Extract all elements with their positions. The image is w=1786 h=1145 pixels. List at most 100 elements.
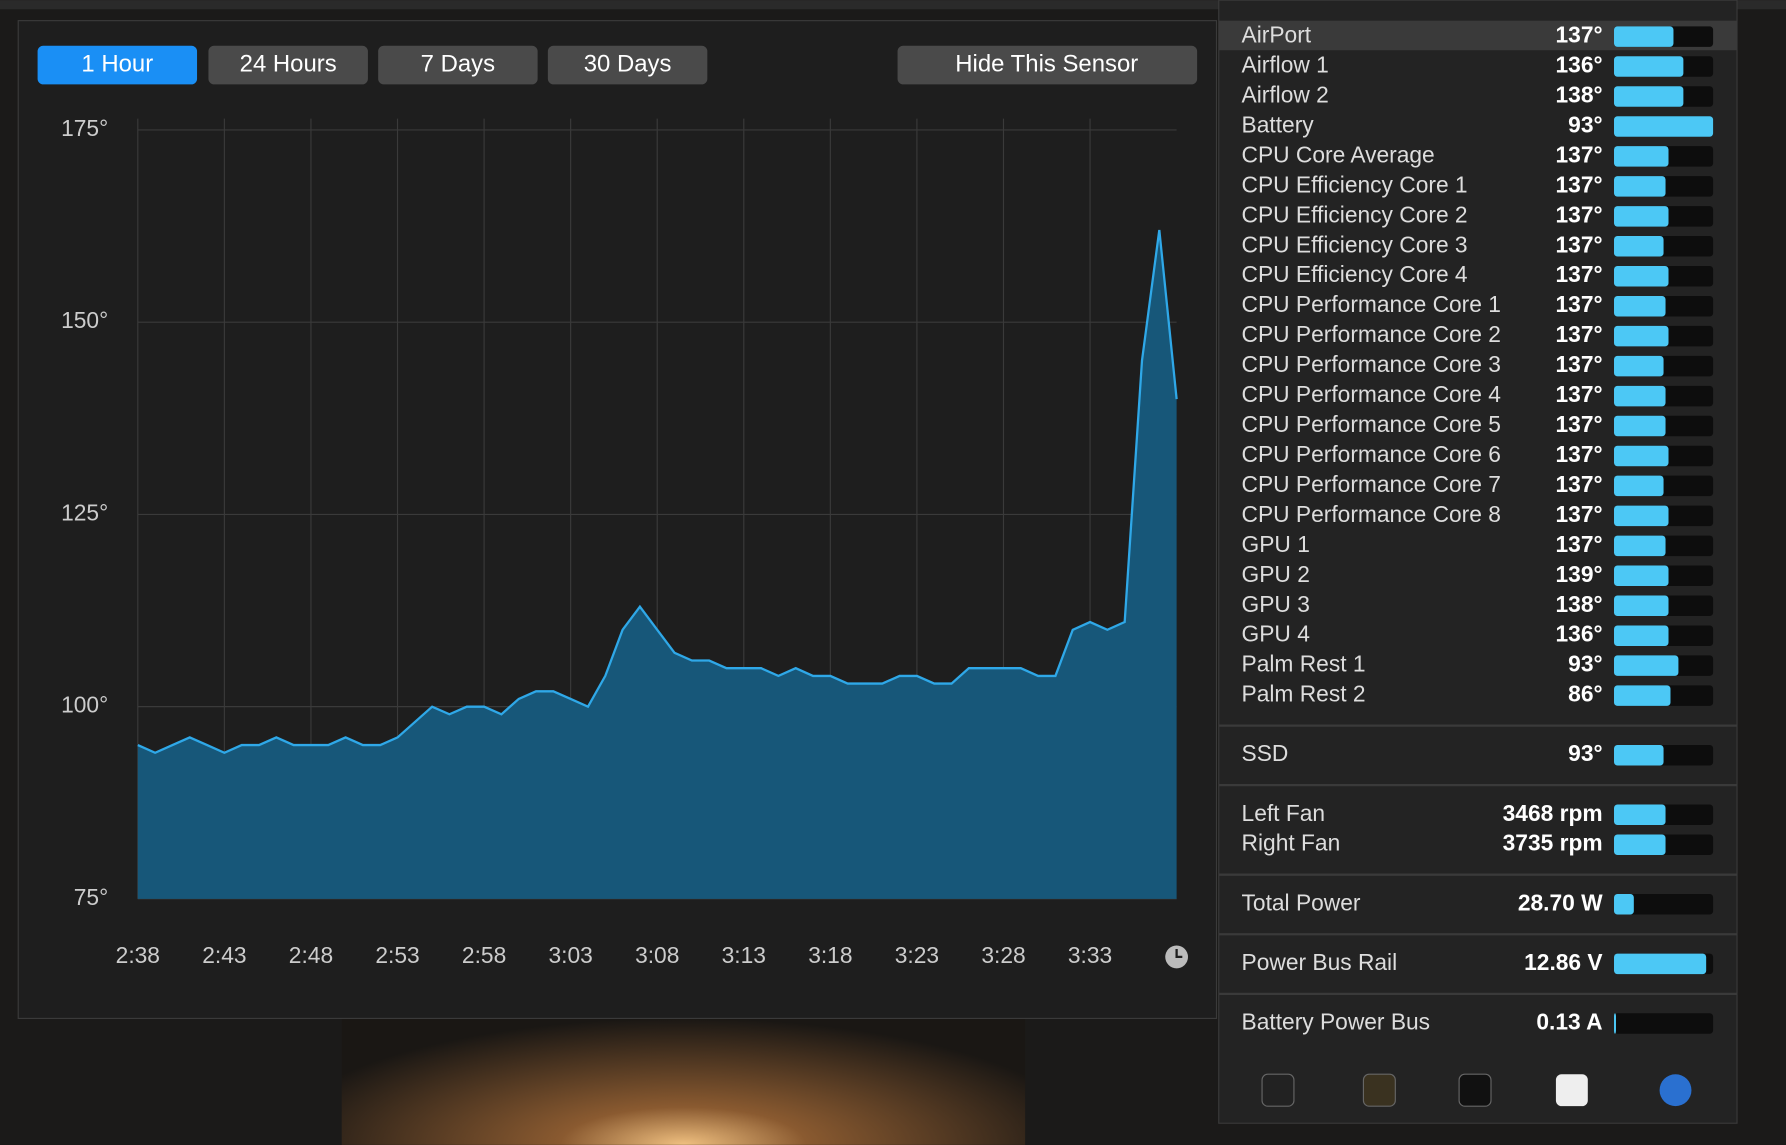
range-button-label: 1 Hour: [81, 50, 153, 77]
sensor-name[interactable]: GPU 3: [1242, 591, 1310, 617]
x-tick-label: 3:23: [895, 942, 939, 968]
console-icon[interactable]: [1362, 1073, 1396, 1107]
sensor-name[interactable]: Battery: [1242, 111, 1315, 137]
range-button-label: 30 Days: [584, 50, 672, 77]
sensor-name[interactable]: CPU Performance Core 2: [1242, 321, 1501, 347]
range-button[interactable]: [547, 45, 708, 85]
sensor-name[interactable]: AirPort: [1242, 22, 1312, 48]
x-tick-label: 3:33: [1068, 942, 1112, 968]
sensor-name[interactable]: Total Power: [1242, 889, 1361, 915]
level-bar: [1614, 415, 1666, 437]
level-bar: [1614, 655, 1679, 676]
level-bar: [1614, 445, 1669, 467]
y-tick-label: 75°: [74, 884, 108, 910]
hide-button-label: Hide This Sensor: [955, 50, 1138, 77]
x-tick-label: 3:28: [981, 942, 1025, 968]
sensor-value: 137°: [1556, 291, 1603, 317]
sensor-name[interactable]: CPU Efficiency Core 4: [1242, 261, 1468, 287]
activity-icon[interactable]: [1261, 1073, 1295, 1107]
sensor-value: 137°: [1556, 201, 1603, 227]
sensor-name[interactable]: Airflow 1: [1242, 52, 1329, 78]
level-bar: [1614, 176, 1666, 197]
sensor-name[interactable]: Airflow 2: [1242, 82, 1329, 108]
sensor-value: 137°: [1556, 381, 1603, 407]
sensor-value: 139°: [1556, 561, 1603, 587]
sensor-name[interactable]: CPU Performance Core 7: [1242, 471, 1501, 497]
sensor-name[interactable]: Palm Rest 1: [1242, 651, 1366, 677]
level-bar: [1614, 744, 1664, 766]
system-icon[interactable]: [1555, 1074, 1588, 1107]
range-button-label: 24 Hours: [240, 50, 337, 77]
sensor-value: 138°: [1556, 591, 1603, 617]
sensor-value: 12.86 V: [1524, 949, 1603, 975]
level-bar: [1614, 953, 1707, 975]
level-bar: [1614, 625, 1669, 646]
sensor-name[interactable]: CPU Efficiency Core 2: [1242, 201, 1468, 227]
sensor-name[interactable]: GPU 2: [1242, 561, 1310, 587]
istat-icon[interactable]: [1659, 1074, 1692, 1107]
y-tick-label: 125°: [61, 499, 108, 525]
sensor-name[interactable]: Battery Power Bus: [1242, 1008, 1431, 1034]
sensor-name[interactable]: CPU Performance Core 4: [1242, 381, 1501, 407]
sensor-value: 137°: [1556, 171, 1603, 197]
level-bar: [1614, 565, 1669, 587]
sensor-name[interactable]: CPU Performance Core 1: [1242, 291, 1501, 317]
sensor-name[interactable]: CPU Performance Core 5: [1242, 411, 1501, 437]
x-tick-label: 3:03: [548, 942, 592, 968]
sensor-value: 137°: [1556, 22, 1603, 48]
sensor-name[interactable]: Left Fan: [1242, 800, 1326, 826]
sensor-value: 93°: [1568, 651, 1602, 677]
sensor-value: 86°: [1568, 681, 1602, 707]
sensor-name[interactable]: GPU 4: [1242, 621, 1310, 647]
sensor-name[interactable]: CPU Performance Core 3: [1242, 351, 1501, 377]
x-tick-label: 2:48: [289, 942, 333, 968]
level-bar: [1614, 265, 1669, 287]
level-bar: [1614, 1013, 1616, 1034]
dock-icons: [1261, 1073, 1692, 1107]
y-tick-label: 150°: [61, 307, 108, 333]
range-button[interactable]: [37, 45, 198, 85]
level-track: [1614, 894, 1714, 915]
level-bar: [1614, 595, 1669, 617]
clock-hands: [1175, 948, 1183, 959]
level-bar: [1614, 535, 1666, 557]
sensor-name[interactable]: SSD: [1242, 740, 1289, 766]
level-bar: [1614, 116, 1714, 137]
level-bar: [1614, 295, 1666, 317]
range-button[interactable]: [208, 45, 368, 85]
sensor-name[interactable]: Palm Rest 2: [1242, 681, 1366, 707]
level-bar: [1614, 385, 1666, 407]
sensor-name[interactable]: Power Bus Rail: [1242, 949, 1398, 975]
level-bar: [1614, 26, 1674, 47]
terminal-icon[interactable]: [1458, 1073, 1492, 1107]
sensor-value: 3735 rpm: [1503, 830, 1603, 856]
sensor-name[interactable]: Right Fan: [1242, 830, 1341, 856]
sensor-name[interactable]: GPU 1: [1242, 531, 1310, 557]
sensor-name[interactable]: CPU Performance Core 8: [1242, 501, 1501, 527]
sensor-value: 137°: [1556, 321, 1603, 347]
sensor-value: 93°: [1568, 111, 1602, 137]
range-button[interactable]: [378, 45, 538, 85]
menu-strip: [0, 0, 1786, 10]
sensor-name[interactable]: CPU Efficiency Core 1: [1242, 171, 1468, 197]
sensor-value: 93°: [1568, 740, 1602, 766]
sensor-name[interactable]: CPU Performance Core 6: [1242, 441, 1501, 467]
level-bar: [1614, 834, 1666, 855]
sensor-name[interactable]: CPU Efficiency Core 3: [1242, 231, 1468, 257]
sensor-value: 137°: [1556, 441, 1603, 467]
x-tick-label: 2:58: [462, 942, 506, 968]
level-bar: [1614, 475, 1664, 497]
sensor-value: 137°: [1556, 261, 1603, 287]
sensor-name[interactable]: CPU Core Average: [1242, 141, 1435, 167]
level-bar: [1614, 505, 1669, 527]
sensor-value: 136°: [1556, 52, 1603, 78]
sensor-value: 137°: [1556, 411, 1603, 437]
level-bar: [1614, 804, 1666, 826]
sensor-value: 0.13 A: [1536, 1008, 1602, 1034]
level-bar: [1614, 146, 1669, 167]
level-bar: [1614, 325, 1669, 347]
x-tick-label: 3:18: [808, 942, 852, 968]
hide-button[interactable]: [897, 45, 1198, 85]
